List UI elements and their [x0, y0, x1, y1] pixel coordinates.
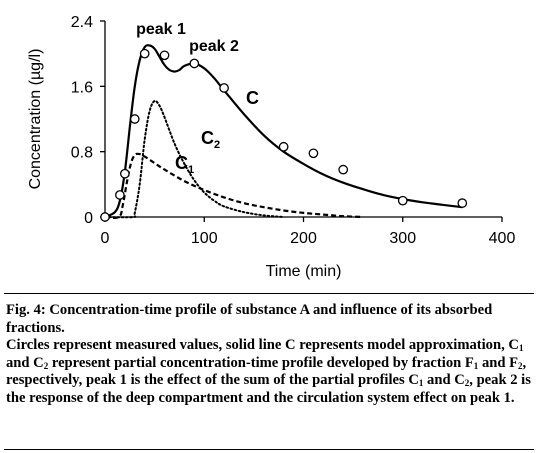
x-tick-label: 100	[191, 230, 218, 247]
measured-points	[100, 48, 468, 222]
y-tick-label: 2.4	[71, 14, 93, 31]
caption-subscript: 2	[43, 360, 49, 371]
caption-body: Circles represent measured values, solid…	[6, 337, 532, 407]
measured-point	[139, 48, 150, 59]
caption-subscript: 2	[464, 378, 470, 389]
x-tick-label: 300	[389, 230, 416, 247]
measured-point	[189, 58, 200, 69]
caption-text: and F	[478, 354, 519, 371]
measured-point	[100, 212, 110, 222]
measured-point	[115, 190, 125, 200]
measured-point	[308, 148, 319, 159]
x-tick-label: 200	[290, 230, 317, 247]
caption-text: Circles represent measured values, solid…	[6, 337, 519, 354]
caption-text: represent partial concentration-time pro…	[48, 354, 474, 371]
caption-title: Fig. 4: Concentration-time profile of su…	[6, 302, 493, 336]
peak-2-label: peak 2	[189, 38, 239, 55]
measured-point	[129, 114, 140, 124]
chart-figure: 0 0.8 1.6 2.4 0 100 200 300 400 Concentration (…	[27, 14, 516, 280]
x-ticks: 0 100 200 300 400	[101, 217, 516, 247]
caption-subscript: 1	[418, 378, 424, 389]
curve-c1-subscript: 1	[188, 164, 194, 176]
x-tick-label: 400	[489, 230, 516, 247]
curve-c2-label: C2	[201, 128, 220, 151]
caption-text: and C	[6, 354, 44, 371]
curve-c2-letter: C	[201, 128, 214, 148]
y-tick-label: 0	[84, 210, 93, 227]
caption-bottom-rule	[4, 449, 534, 450]
caption-subscript: 1	[473, 360, 479, 371]
curve-c1-letter: C	[175, 153, 188, 173]
curve-c1-label: C1	[175, 153, 194, 176]
series-layer	[104, 44, 463, 219]
caption-subscript: 2	[518, 360, 523, 371]
measured-point	[338, 164, 349, 175]
caption-top-rule	[4, 293, 534, 294]
y-tick-label: 1.6	[71, 79, 93, 96]
figure-caption: Fig. 4: Concentration-time profile of su…	[6, 302, 532, 408]
caption-text: and C	[423, 372, 465, 389]
caption-text: , respectively, peak 1 is the effect of …	[6, 354, 527, 389]
caption-text: , peak 2 is the response of the deep com…	[6, 372, 531, 406]
measured-point	[219, 83, 229, 93]
measured-point	[457, 198, 468, 208]
curve-c2-subscript: 2	[214, 139, 220, 151]
curve-c-label: C	[246, 88, 259, 108]
x-tick-label: 0	[101, 230, 110, 247]
caption-subscript: 1	[518, 343, 524, 354]
measured-point	[397, 195, 408, 206]
y-axis-title: Concentration (µg/l)	[27, 49, 44, 190]
x-axis-title: Time (min)	[266, 263, 342, 280]
y-ticks: 0 0.8 1.6 2.4	[71, 14, 105, 227]
measured-point	[120, 168, 130, 179]
series-c-line	[104, 44, 463, 219]
peak-1-label: peak 1	[136, 21, 186, 38]
series-c2-line	[104, 99, 285, 219]
measured-point	[159, 50, 170, 61]
y-tick-label: 0.8	[71, 145, 93, 162]
measured-point	[278, 141, 289, 152]
series-c1-line	[104, 152, 364, 219]
